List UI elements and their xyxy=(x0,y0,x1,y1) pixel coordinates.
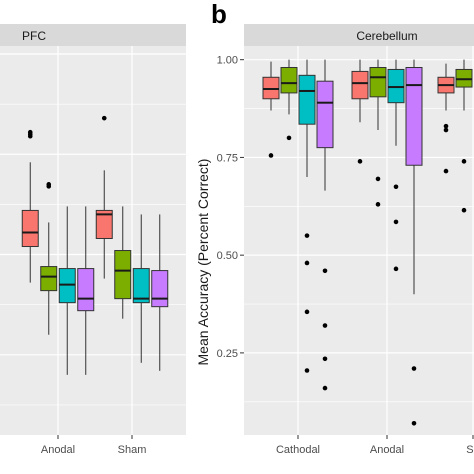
outlier-point xyxy=(322,356,328,362)
x-tick-label: Cathodal xyxy=(276,444,320,456)
cerebellum-x-axis: Cathodal Anodal Sh xyxy=(276,435,474,456)
y-axis-title: Mean Accuracy (Percent Correct) xyxy=(195,159,211,366)
cerebellum-panel: Cerebellum 0.25 0.50 0.75 1.00 Cathodal Anod… xyxy=(195,24,474,456)
outlier-point xyxy=(304,260,310,266)
box-body xyxy=(351,70,369,100)
outlier-point xyxy=(443,127,449,133)
outlier-point xyxy=(322,385,328,391)
cerebellum-strip xyxy=(244,24,474,46)
outlier-point xyxy=(375,176,381,182)
x-tick-label: Anodal xyxy=(370,444,404,456)
x-tick-label: Anodal xyxy=(41,444,75,456)
cerebellum-gridlines xyxy=(244,46,474,435)
outlier-point xyxy=(393,219,399,225)
outlier-point xyxy=(443,123,449,129)
pfc-x-axis: Anodal Sham xyxy=(41,435,147,456)
cerebellum-boxplots xyxy=(262,59,473,426)
cerebellum-plot-background xyxy=(244,46,474,435)
outlier-point xyxy=(101,115,107,121)
outlier-point xyxy=(375,202,381,207)
y-tick-label: 0.75 xyxy=(217,152,238,164)
box-body xyxy=(21,209,39,248)
outlier-point xyxy=(411,420,417,426)
outlier-point xyxy=(461,207,467,213)
outlier-point xyxy=(286,135,292,141)
outlier-point xyxy=(357,159,363,164)
outlier-point xyxy=(304,233,310,238)
x-tick-label: Sh xyxy=(466,444,474,456)
box-body xyxy=(405,67,423,166)
pfc-strip-label: PFC xyxy=(22,29,46,43)
outlier-point xyxy=(46,184,52,189)
outlier-point xyxy=(27,133,33,139)
box-body xyxy=(132,268,150,304)
outlier-point xyxy=(322,268,328,274)
pfc-boxplots xyxy=(21,115,169,375)
cerebellum-y-axis: 0.25 0.50 0.75 1.00 xyxy=(217,55,244,360)
y-tick-label: 0.25 xyxy=(217,348,238,360)
cerebellum-strip-label: Cerebellum xyxy=(356,29,417,43)
box-body xyxy=(58,268,76,304)
box-body xyxy=(151,270,169,308)
outlier-point xyxy=(411,366,417,371)
box-body xyxy=(280,67,298,94)
outlier-point xyxy=(393,266,399,272)
x-tick-label: Sham xyxy=(118,444,147,456)
box-body xyxy=(316,80,334,149)
box-body xyxy=(77,268,95,312)
outlier-point xyxy=(443,168,449,174)
outlier-point xyxy=(322,323,328,328)
box-body xyxy=(298,74,316,125)
box-body xyxy=(95,209,113,239)
y-tick-label: 1.00 xyxy=(217,55,238,67)
box-body xyxy=(114,250,132,300)
outlier-point xyxy=(304,368,310,373)
pfc-strip xyxy=(0,24,186,46)
panel-letter: b xyxy=(211,0,227,29)
outlier-point xyxy=(268,153,274,158)
outlier-point xyxy=(393,184,399,190)
pfc-panel: PFC Anodal Sham xyxy=(0,24,186,456)
box-body xyxy=(40,266,58,292)
box-body xyxy=(369,67,387,98)
outlier-point xyxy=(461,159,467,164)
outlier-point xyxy=(304,309,310,315)
y-tick-label: 0.50 xyxy=(217,250,238,262)
